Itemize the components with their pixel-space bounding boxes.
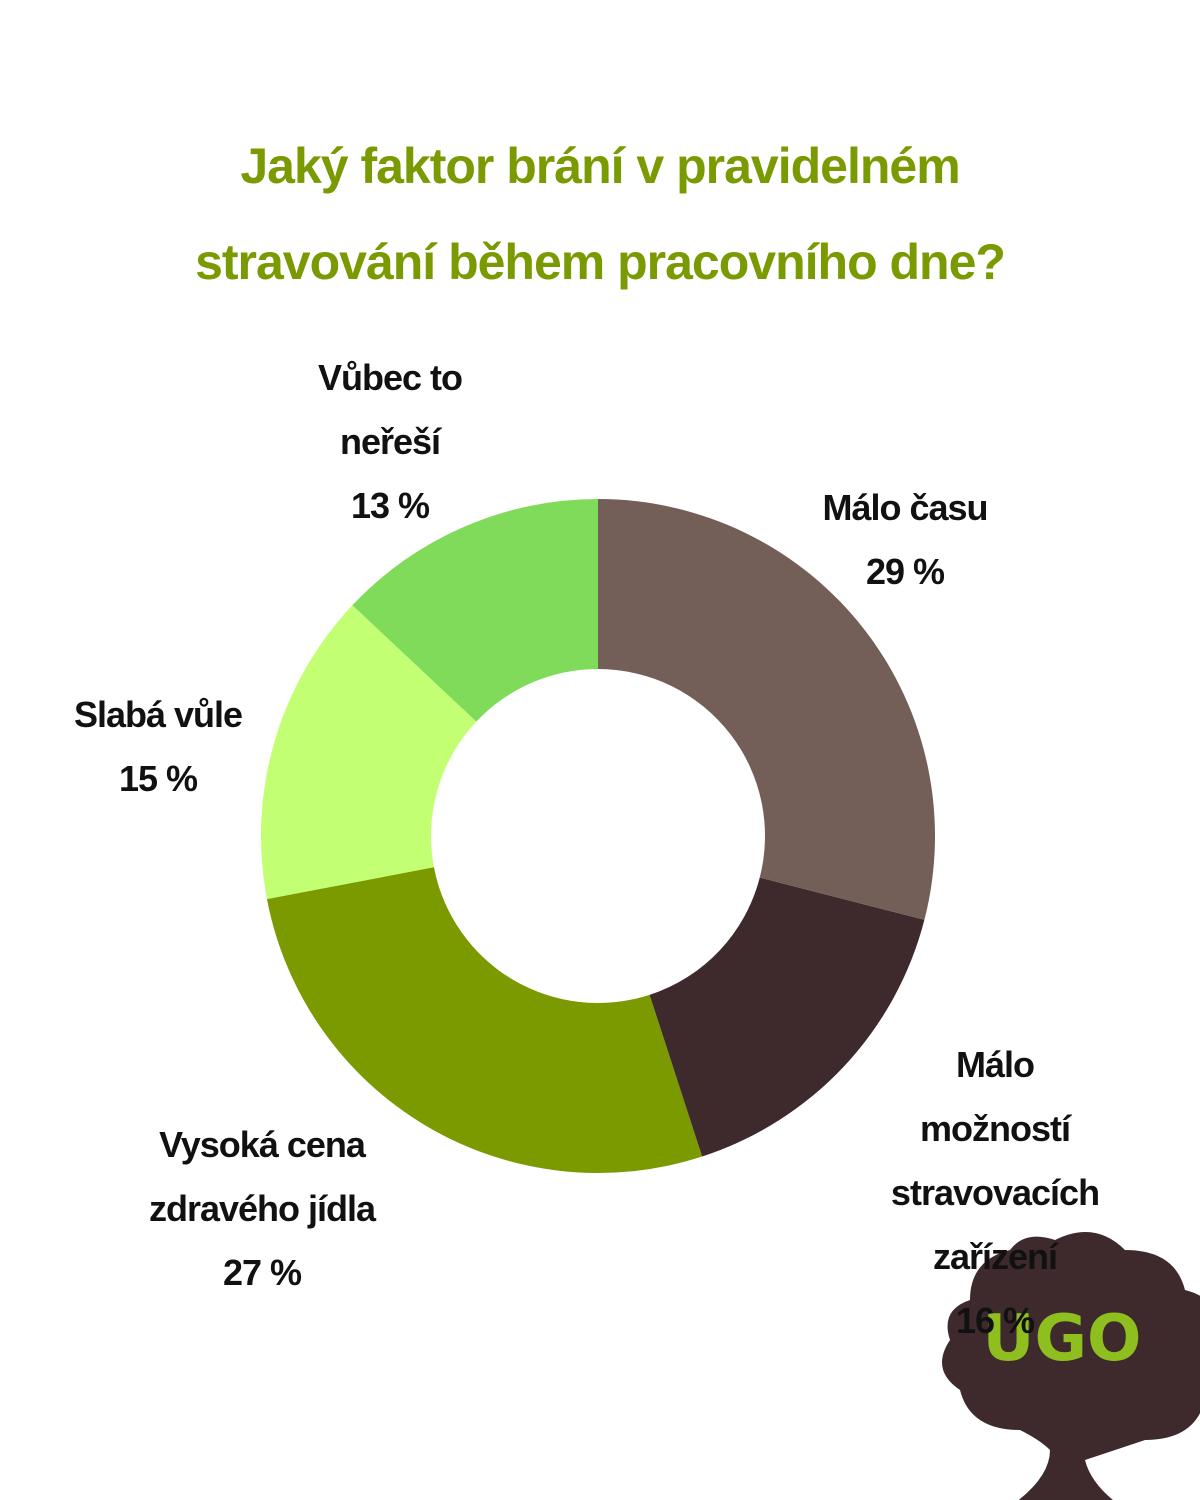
category-label: Málo možností stravovacích zařízení: [890, 1044, 1100, 1277]
slice-label: Málo možností stravovacích zařízení 16 %: [890, 1033, 1100, 1353]
value-label: 16 %: [955, 1300, 1035, 1341]
category-label: Vysoká cena zdravého jídla: [148, 1124, 376, 1229]
logo: UGO: [942, 1232, 1200, 1500]
value-label: 13 %: [350, 485, 430, 526]
donut-slice: [352, 499, 598, 722]
chart-title: Jaký faktor brání v pravidelném stravová…: [195, 138, 1006, 290]
value-label: 15 %: [118, 758, 198, 799]
value-label: 27 %: [222, 1252, 302, 1293]
category-label: Málo času: [822, 487, 988, 528]
value-label: 29 %: [865, 551, 945, 592]
category-label: Vůbec to neřeší: [317, 357, 463, 462]
logo-tree: [942, 1232, 1200, 1500]
donut-slice: [261, 605, 477, 900]
slice-label: Slabá vůle 15 %: [73, 683, 243, 811]
category-label: Slabá vůle: [73, 694, 243, 735]
logo-text: UGO: [983, 1302, 1142, 1376]
slice-label: Vůbec to neřeší 13 %: [317, 346, 463, 538]
donut-slice: [649, 877, 925, 1157]
slice-label: Vysoká cena zdravého jídla 27 %: [148, 1113, 376, 1305]
slice-label: Málo času 29 %: [822, 476, 988, 604]
donut-slice: [598, 499, 935, 920]
donut-slice: [266, 867, 703, 1173]
